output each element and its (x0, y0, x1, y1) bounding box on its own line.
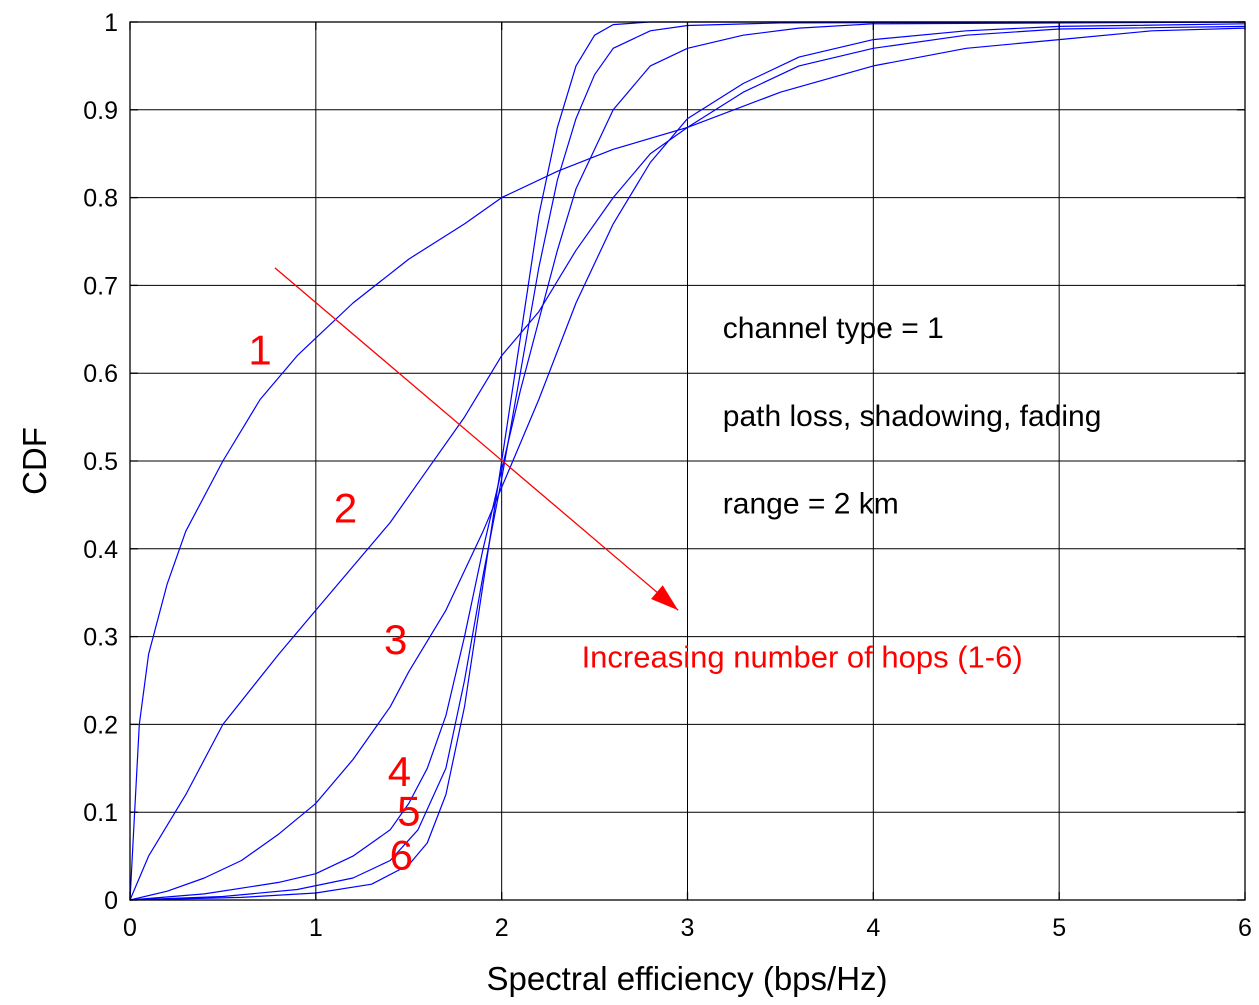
series-lines (129, 21, 1246, 901)
y-tick-label: 0.5 (83, 448, 118, 476)
annotations: 1 2 3 456 channel type = 1 path loss, shadowi… (248, 267, 1102, 878)
series-line-3 (129, 23, 1246, 901)
x-tick-label: 2 (495, 914, 509, 942)
y-axis-label: CDF (16, 427, 53, 495)
y-tick-label: 0.7 (83, 272, 118, 300)
axis-ticks: 0 1 2 3 4 5 600.10.20.30.40.50.60.70.80.91 (83, 9, 1252, 942)
series-line-1 (129, 27, 1246, 901)
hops-arrow-head (651, 585, 679, 611)
series-label-4: 4 (388, 748, 411, 795)
series-label-6: 6 (390, 831, 413, 878)
x-tick-label: 6 (1238, 914, 1252, 942)
series-label-5: 5 (397, 787, 420, 834)
hops-arrow-label: Increasing number of hops (1-6) (582, 639, 1023, 674)
x-tick-label: 4 (866, 914, 880, 942)
annotation-note: path loss, shadowing, fading (723, 400, 1102, 433)
series-line-5 (129, 21, 1246, 901)
series-line-4 (129, 21, 1246, 901)
annotation-note: channel type = 1 (723, 312, 944, 345)
y-tick-label: 0.6 (83, 360, 118, 388)
series-label-1: 1 (248, 326, 271, 373)
annotation-note: range = 2 km (723, 488, 899, 521)
grid (130, 22, 1245, 900)
x-tick-label: 0 (123, 914, 137, 942)
x-axis-label: Spectral efficiency (bps/Hz) (486, 960, 887, 997)
y-tick-label: 1 (104, 9, 118, 37)
hops-arrow-shaft (274, 267, 679, 611)
x-tick-label: 3 (681, 914, 695, 942)
y-tick-label: 0.9 (83, 97, 118, 125)
y-tick-label: 0.4 (83, 536, 118, 564)
y-tick-label: 0 (104, 887, 118, 915)
y-tick-label: 0.8 (83, 185, 118, 213)
x-tick-label: 1 (309, 914, 323, 942)
series-line-2 (129, 25, 1246, 901)
series-line-6 (129, 21, 1245, 901)
y-tick-label: 0.1 (83, 799, 118, 827)
series-label-3: 3 (384, 616, 407, 663)
y-tick-label: 0.3 (83, 624, 118, 652)
x-tick-label: 5 (1052, 914, 1066, 942)
series-label-2: 2 (334, 484, 357, 531)
y-tick-label: 0.2 (83, 711, 118, 739)
